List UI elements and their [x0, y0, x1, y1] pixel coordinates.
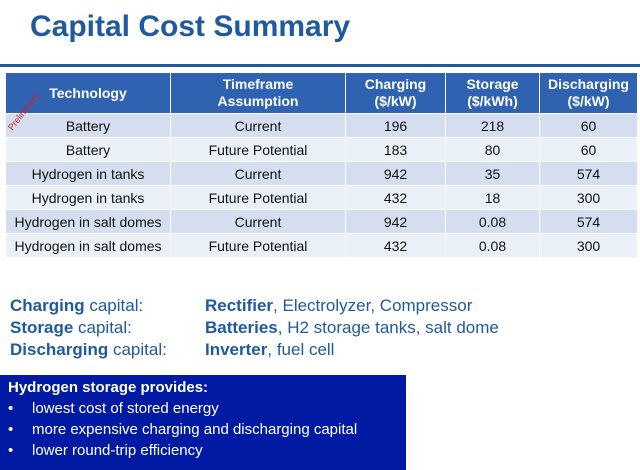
cell-storage: 0.08	[445, 233, 540, 258]
header-storage: Storage ($/kWh)	[445, 72, 540, 114]
table-row: Battery Future Potential 183 80 60	[5, 137, 638, 162]
cell-charging: 942	[345, 161, 446, 186]
capital-row-discharging: Discharging capital: Inverter, fuel cell	[10, 339, 499, 361]
cell-discharging: 60	[539, 113, 638, 138]
cell-timeframe: Future Potential	[170, 185, 346, 210]
capital-description: Batteries, H2 storage tanks, salt dome	[205, 318, 499, 337]
cell-charging: 183	[345, 137, 446, 162]
cell-timeframe: Future Potential	[170, 233, 346, 258]
cell-storage: 35	[445, 161, 540, 186]
cell-technology: Hydrogen in tanks	[5, 185, 171, 210]
cell-timeframe: Current	[170, 113, 346, 138]
cell-technology: Hydrogen in salt domes	[5, 233, 171, 258]
cell-charging: 432	[345, 185, 446, 210]
capital-label: Storage capital:	[10, 318, 132, 337]
title-divider	[0, 64, 640, 67]
table-row: Preliminary Battery Current 196 218 60	[5, 91, 638, 138]
cell-charging: 432	[345, 233, 446, 258]
header-timeframe: Timeframe Assumption	[170, 72, 346, 114]
summary-bullet-list: lowest cost of stored energy more expens…	[0, 398, 406, 461]
cell-storage: 18	[445, 185, 540, 210]
capital-row-storage: Storage capital: Batteries, H2 storage t…	[10, 317, 499, 339]
cell-discharging: 60	[539, 137, 638, 162]
cell-timeframe: Current	[170, 161, 346, 186]
table-row: Hydrogen in tanks Future Potential 432 1…	[5, 185, 638, 210]
cell-technology: Hydrogen in tanks	[5, 161, 171, 186]
list-item: more expensive charging and discharging …	[8, 419, 406, 440]
cell-technology: Battery	[5, 137, 171, 162]
cell-discharging: 300	[539, 185, 638, 210]
header-charging: Charging ($/kW)	[345, 72, 446, 114]
capital-row-charging: Charging capital: Rectifier, Electrolyze…	[10, 295, 499, 317]
table-row: Hydrogen in salt domes Current 942 0.08 …	[5, 209, 638, 234]
hydrogen-summary-box: Hydrogen storage provides: lowest cost o…	[0, 375, 406, 470]
cell-technology: Preliminary Battery	[5, 91, 171, 138]
list-item: lower round-trip efficiency	[8, 440, 406, 461]
table-row: Hydrogen in tanks Current 942 35 574	[5, 161, 638, 186]
cell-storage: 218	[445, 113, 540, 138]
cell-storage: 0.08	[445, 209, 540, 234]
cell-discharging: 574	[539, 209, 638, 234]
capital-label: Charging capital:	[10, 296, 144, 315]
cell-charging: 942	[345, 209, 446, 234]
header-discharging: Discharging ($/kW)	[539, 72, 638, 114]
cell-timeframe: Future Potential	[170, 137, 346, 162]
cell-storage: 80	[445, 137, 540, 162]
cell-technology: Hydrogen in salt domes	[5, 209, 171, 234]
table-header-row: Technology Timeframe Assumption Charging(…	[5, 72, 638, 114]
cell-discharging: 300	[539, 233, 638, 258]
capital-cost-table: Technology Timeframe Assumption Charging(…	[5, 72, 638, 258]
summary-box-title: Hydrogen storage provides:	[8, 379, 209, 396]
capital-label: Discharging capital:	[10, 340, 167, 359]
header-technology: Technology	[5, 72, 171, 114]
capital-description: Inverter, fuel cell	[205, 340, 335, 359]
cell-timeframe: Current	[170, 209, 346, 234]
page-title: Capital Cost Summary	[30, 10, 351, 43]
cell-discharging: 574	[539, 161, 638, 186]
capital-description: Rectifier, Electrolyzer, Compressor	[205, 296, 473, 315]
capital-definitions: Charging capital: Rectifier, Electrolyze…	[10, 295, 499, 361]
cell-charging: 196	[345, 113, 446, 138]
table-row: Hydrogen in salt domes Future Potential …	[5, 233, 638, 258]
list-item: lowest cost of stored energy	[8, 398, 406, 419]
